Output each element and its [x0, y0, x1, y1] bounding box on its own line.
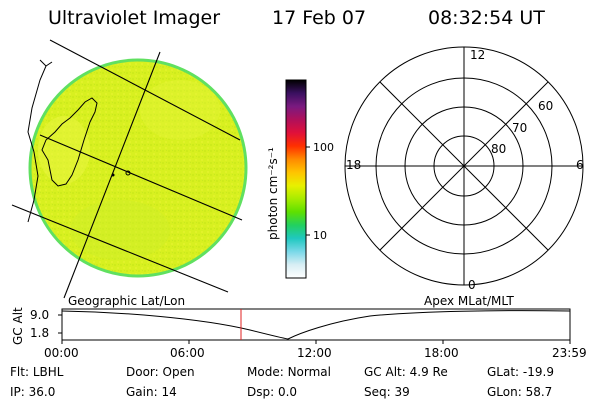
africa-coastline — [27, 65, 47, 223]
polar-panel-label: Apex MLat/MLT — [424, 294, 514, 308]
status-panel: Flt: LBHL Door: Open Mode: Normal GC Alt… — [10, 365, 554, 399]
status-filter: Flt: LBHL — [10, 365, 64, 379]
status-gain: Gain: 14 — [126, 385, 177, 399]
mlat-label-80: 80 — [491, 142, 506, 156]
header-date: 17 Feb 07 — [272, 7, 366, 29]
status-seq: Seq: 39 — [364, 385, 410, 399]
status-glat: GLat: -19.9 — [487, 365, 554, 379]
colorbar-unit-label: photon cm⁻²s⁻¹ — [266, 147, 280, 240]
geo-grid — [11, 39, 243, 299]
mlt-label-18: 18 — [346, 158, 361, 172]
status-door: Door: Open — [126, 365, 195, 379]
altitude-xtick-0000: 00:00 — [44, 346, 79, 360]
colorbar-tick-10: 10 — [313, 229, 327, 242]
polar-diagonal-2 — [379, 81, 549, 251]
madagascar-coastline — [41, 97, 98, 187]
altitude-xtick-2359: 23:59 — [552, 346, 587, 360]
altitude-plot: 9.0 1.8 GC Alt 00:00 06:00 12:00 18:00 2… — [11, 307, 587, 360]
earth-limb — [28, 58, 248, 278]
altitude-plot-frame — [61, 308, 571, 341]
status-glon: GLon: 58.7 — [487, 385, 552, 399]
status-ip: IP: 36.0 — [10, 385, 55, 399]
colorbar-scale — [285, 79, 307, 279]
mlt-label-0: 0 — [468, 278, 476, 292]
geo-panel-label: Geographic Lat/Lon — [68, 294, 185, 308]
altitude-ytick-low: 1.8 — [30, 326, 49, 340]
altitude-xtick-1200: 12:00 — [297, 346, 332, 360]
mlt-label-12: 12 — [470, 48, 485, 62]
mlt-label-6: 6 — [576, 158, 584, 172]
altitude-ytick-high: 9.0 — [30, 308, 49, 322]
polar-panel — [344, 46, 584, 286]
altitude-xtick-1800: 18:00 — [424, 346, 459, 360]
altitude-xtick-0600: 06:00 — [170, 346, 205, 360]
altitude-ylabel: GC Alt — [11, 307, 25, 345]
coast-fragment — [39, 59, 53, 67]
status-dsp: Dsp: 0.0 — [247, 385, 297, 399]
colorbar-tick-100: 100 — [313, 141, 334, 154]
status-gc-alt: GC Alt: 4.9 Re — [364, 365, 448, 379]
altitude-curve — [61, 310, 571, 340]
header-time: 08:32:54 UT — [428, 7, 545, 29]
status-mode: Mode: Normal — [247, 365, 331, 379]
colorbar: 100 10 photon cm⁻²s⁻¹ — [266, 79, 334, 279]
mlat-label-70: 70 — [512, 121, 527, 135]
header-title: Ultraviolet Imager — [48, 7, 220, 29]
geo-image-panel — [11, 39, 248, 299]
mlat-label-60: 60 — [538, 99, 553, 113]
